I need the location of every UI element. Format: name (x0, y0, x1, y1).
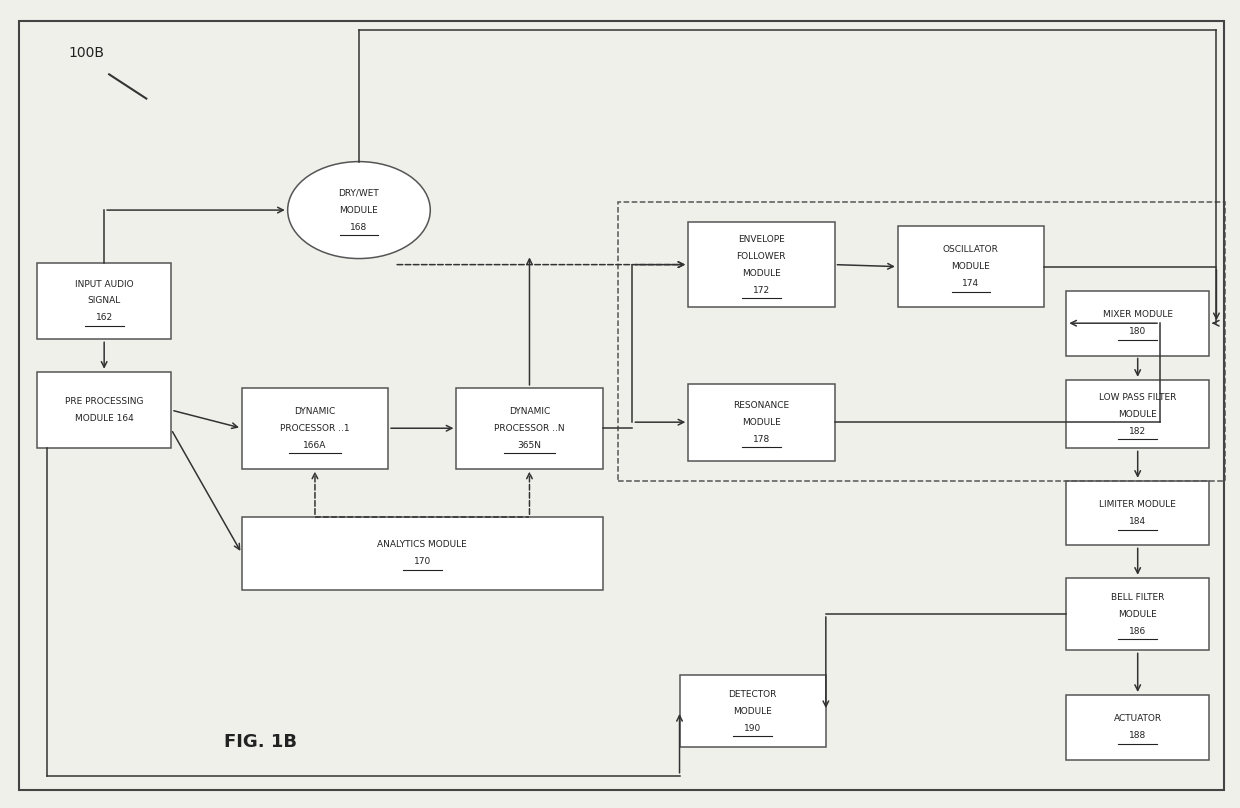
Text: PROCESSOR ..N: PROCESSOR ..N (495, 423, 564, 433)
Text: 182: 182 (1130, 427, 1146, 436)
Text: 174: 174 (962, 279, 980, 288)
Text: FOLLOWER: FOLLOWER (737, 251, 786, 261)
Text: 365N: 365N (517, 440, 542, 450)
FancyBboxPatch shape (1066, 380, 1209, 448)
Text: 166A: 166A (304, 440, 326, 450)
Text: INPUT AUDIO: INPUT AUDIO (74, 280, 134, 288)
Text: DYNAMIC: DYNAMIC (508, 406, 551, 416)
Text: RESONANCE: RESONANCE (733, 401, 790, 410)
Text: 168: 168 (351, 222, 367, 232)
Text: MODULE: MODULE (1118, 410, 1157, 419)
Text: 190: 190 (744, 723, 761, 733)
FancyBboxPatch shape (1066, 695, 1209, 760)
Text: FIG. 1B: FIG. 1B (224, 733, 296, 751)
FancyBboxPatch shape (680, 675, 826, 747)
Text: 188: 188 (1130, 731, 1146, 740)
FancyBboxPatch shape (37, 263, 171, 339)
Text: PROCESSOR ..1: PROCESSOR ..1 (280, 423, 350, 433)
Text: MODULE: MODULE (340, 205, 378, 215)
Text: 180: 180 (1130, 327, 1146, 336)
FancyBboxPatch shape (688, 222, 835, 307)
Text: MIXER MODULE: MIXER MODULE (1102, 310, 1173, 319)
FancyBboxPatch shape (898, 226, 1044, 307)
Text: ANALYTICS MODULE: ANALYTICS MODULE (377, 541, 467, 549)
Text: 184: 184 (1130, 517, 1146, 526)
Text: BELL FILTER: BELL FILTER (1111, 592, 1164, 602)
Text: 178: 178 (753, 435, 770, 444)
FancyBboxPatch shape (1066, 291, 1209, 356)
FancyBboxPatch shape (1066, 578, 1209, 650)
Text: MODULE: MODULE (733, 706, 773, 716)
Text: MODULE: MODULE (1118, 609, 1157, 619)
Text: 172: 172 (753, 285, 770, 295)
Text: DRY/WET: DRY/WET (339, 188, 379, 198)
Text: DETECTOR: DETECTOR (728, 689, 777, 699)
FancyBboxPatch shape (37, 372, 171, 448)
Text: SIGNAL: SIGNAL (88, 297, 120, 305)
FancyBboxPatch shape (242, 517, 603, 590)
FancyBboxPatch shape (456, 388, 603, 469)
Text: OSCILLATOR: OSCILLATOR (942, 245, 999, 255)
Text: 162: 162 (95, 314, 113, 322)
FancyBboxPatch shape (1066, 481, 1209, 545)
FancyBboxPatch shape (242, 388, 388, 469)
Text: 170: 170 (414, 558, 430, 566)
Text: LOW PASS FILTER: LOW PASS FILTER (1099, 393, 1177, 402)
Ellipse shape (288, 162, 430, 259)
Text: MODULE: MODULE (742, 268, 781, 278)
Text: DYNAMIC: DYNAMIC (294, 406, 336, 416)
Text: MODULE: MODULE (742, 418, 781, 427)
Text: PRE PROCESSING: PRE PROCESSING (64, 397, 144, 406)
Text: 186: 186 (1130, 626, 1146, 636)
Text: 100B: 100B (68, 45, 104, 60)
FancyBboxPatch shape (688, 384, 835, 461)
Text: LIMITER MODULE: LIMITER MODULE (1100, 500, 1176, 509)
Text: MODULE 164: MODULE 164 (74, 414, 134, 423)
Text: ENVELOPE: ENVELOPE (738, 234, 785, 244)
Text: ACTUATOR: ACTUATOR (1114, 714, 1162, 723)
Text: MODULE: MODULE (951, 262, 991, 271)
